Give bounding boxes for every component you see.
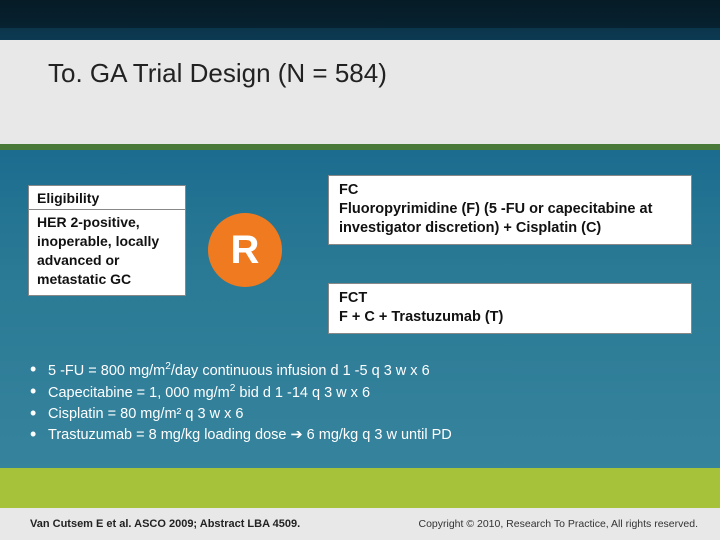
copyright-text: Copyright © 2010, Research To Practice, … bbox=[418, 518, 698, 530]
arrow-icon: ➔ bbox=[290, 427, 302, 443]
dosing-item-capecitabine: Capecitabine = 1, 000 mg/m2 bid d 1 -14 … bbox=[44, 382, 692, 404]
eligibility-body: HER 2-positive, inoperable, locally adva… bbox=[29, 210, 185, 295]
eligibility-box: Eligibility HER 2-positive, inoperable, … bbox=[28, 185, 186, 296]
slide-root: To. GA Trial Design (N = 584) Eligibilit… bbox=[0, 0, 720, 540]
arm-fc-box: FC Fluoropyrimidine (F) (5 -FU or capeci… bbox=[328, 175, 692, 245]
arm-fct-text: FCT F + C + Trastuzumab (T) bbox=[339, 290, 503, 325]
eligibility-header: Eligibility bbox=[29, 186, 185, 210]
footer-bar: Van Cutsem E et al. ASCO 2009; Abstract … bbox=[0, 508, 720, 540]
dosing-list: 5 -FU = 800 mg/m2/day continuous infusio… bbox=[28, 360, 692, 446]
bottom-accent-bar bbox=[0, 468, 720, 508]
citation-text: Van Cutsem E et al. ASCO 2009; Abstract … bbox=[30, 518, 300, 530]
arm-fct-box: FCT F + C + Trastuzumab (T) bbox=[328, 283, 692, 334]
dosing-item-trastuzumab: Trastuzumab = 8 mg/kg loading dose ➔ 6 m… bbox=[44, 425, 692, 446]
trial-diagram: Eligibility HER 2-positive, inoperable, … bbox=[28, 175, 692, 345]
dosing-cape-pre: Capecitabine = 1, 000 mg/m bbox=[48, 385, 230, 401]
dosing-5fu-post: /day continuous infusion d 1 -5 q 3 w x … bbox=[171, 363, 430, 379]
randomization-label: R bbox=[231, 228, 260, 273]
slide-title: To. GA Trial Design (N = 584) bbox=[48, 58, 720, 89]
dosing-item-cisplatin: Cisplatin = 80 mg/m² q 3 w x 6 bbox=[44, 404, 692, 425]
arm-fc-text: FC Fluoropyrimidine (F) (5 -FU or capeci… bbox=[339, 182, 652, 236]
dosing-tras-post: 6 mg/kg q 3 w until PD bbox=[303, 427, 452, 443]
randomization-node: R bbox=[208, 213, 282, 287]
title-area: To. GA Trial Design (N = 584) bbox=[0, 40, 720, 150]
dosing-tras-pre: Trastuzumab = 8 mg/kg loading dose bbox=[48, 427, 290, 443]
dosing-item-5fu: 5 -FU = 800 mg/m2/day continuous infusio… bbox=[44, 360, 692, 382]
dosing-cape-post: bid d 1 -14 q 3 w x 6 bbox=[235, 385, 370, 401]
dosing-5fu-pre: 5 -FU = 800 mg/m bbox=[48, 363, 165, 379]
top-bar bbox=[0, 0, 720, 28]
